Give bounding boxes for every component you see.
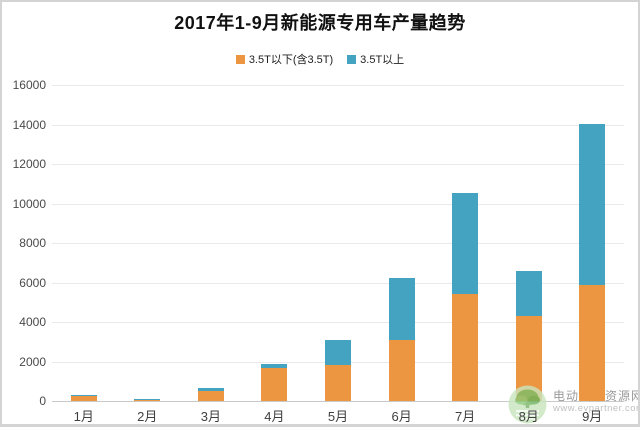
bar-segment-under-3-5t	[579, 284, 606, 401]
gridline-y-10000	[52, 203, 624, 205]
bar-segment-over-3-5t	[325, 340, 351, 365]
legend-swatch-teal	[347, 54, 357, 64]
bar-9月	[579, 123, 606, 401]
gridline-y-12000	[52, 164, 624, 165]
bar-1月	[70, 394, 97, 401]
legend-label: 3.5T以上	[360, 54, 405, 66]
x-axis-tick-label: 7月	[454, 409, 476, 424]
bar-segment-under-3-5t	[261, 368, 288, 401]
watermark-site-url: www.evpartner.com	[553, 403, 640, 414]
y-axis-tick-label: 4000	[19, 315, 46, 329]
gridline-y-14000	[52, 124, 624, 126]
gridline-y-4000	[52, 322, 624, 323]
bar-segment-over-3-5t	[261, 364, 288, 369]
bar-segment-under-3-5t	[325, 364, 351, 401]
bar-segment-under-3-5t	[134, 399, 161, 401]
bar-5月	[325, 340, 351, 401]
gridline-y-8000	[52, 243, 624, 244]
bar-segment-over-3-5t	[70, 394, 97, 397]
bar-segment-over-3-5t	[197, 387, 224, 392]
x-axis-tick-label: 9月	[582, 409, 603, 424]
y-axis-tick-label: 12000	[12, 157, 46, 171]
y-axis-tick-label: 16000	[12, 78, 46, 92]
legend-item-under-3-5t: 3.5T以下(含3.5T)	[235, 51, 334, 67]
y-axis-tick-label: 10000	[12, 196, 46, 211]
bar-segment-over-3-5t	[134, 398, 161, 400]
bar-segment-under-3-5t	[70, 396, 97, 401]
bar-segment-over-3-5t	[515, 270, 542, 317]
bar-6月	[388, 278, 415, 401]
watermark-tree-logo-icon	[508, 385, 547, 424]
gridline-y-6000	[52, 282, 624, 284]
chart-legend: 3.5T以下(含3.5T) 3.5T以上	[2, 51, 638, 67]
bar-segment-over-3-5t	[452, 193, 479, 294]
bar-segment-under-3-5t	[388, 339, 415, 401]
bar-segment-over-3-5t	[388, 278, 415, 340]
x-axis-tick-label: 8月	[518, 409, 539, 424]
y-axis-tick-label: 8000	[19, 236, 46, 250]
x-axis-tick-label: 6月	[391, 409, 412, 424]
bar-2月	[134, 398, 161, 401]
bar-7月	[452, 193, 479, 401]
x-axis-tick-label: 4月	[264, 409, 285, 424]
legend-label: 3.5T以下(含3.5T)	[248, 54, 334, 66]
x-axis-tick-label: 1月	[73, 409, 94, 424]
bar-4月	[261, 364, 288, 401]
y-axis-tick-label: 14000	[12, 117, 46, 132]
bar-segment-under-3-5t	[197, 391, 224, 401]
x-axis-tick-label: 5月	[327, 409, 349, 424]
x-axis-tick-label: 3月	[200, 409, 221, 424]
legend-item-over-3-5t: 3.5T以上	[347, 51, 404, 67]
y-axis-tick-label: 6000	[19, 275, 46, 290]
y-axis-tick-label: 2000	[19, 354, 46, 369]
y-axis-tick-label: 0	[39, 394, 46, 408]
legend-swatch-orange	[235, 54, 245, 64]
bar-segment-over-3-5t	[579, 123, 606, 285]
gridline-y-16000	[52, 85, 624, 86]
gridline-y-0	[52, 401, 624, 402]
x-axis-tick-label: 2月	[137, 409, 158, 424]
chart-title: 2017年1-9月新能源专用车产量趋势	[174, 13, 466, 33]
bar-3月	[197, 387, 224, 401]
bar-8月	[515, 270, 542, 401]
bar-segment-under-3-5t	[452, 293, 479, 401]
